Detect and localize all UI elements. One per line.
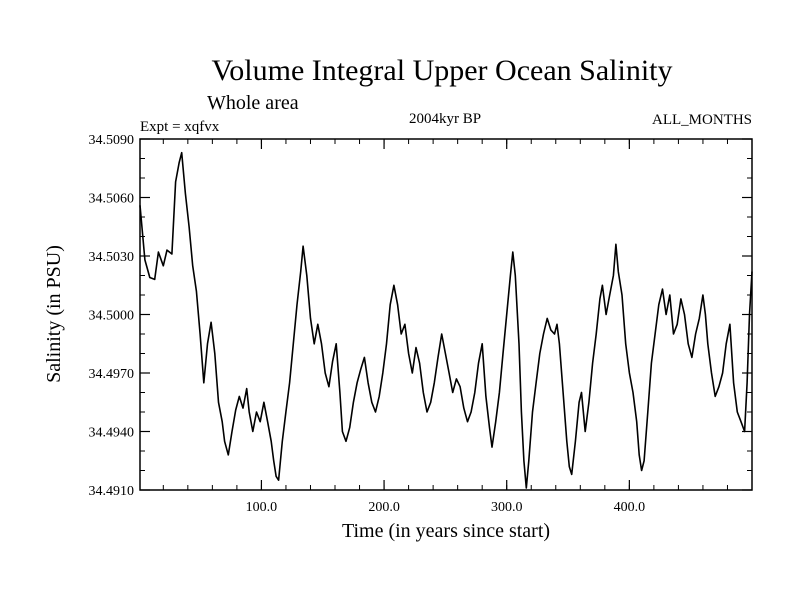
y-tick-label: 34.5090 <box>89 133 135 148</box>
months-label: ALL_MONTHS <box>652 112 752 128</box>
experiment-label: Expt = xqfvx <box>140 119 220 135</box>
x-tick-label: 400.0 <box>614 500 646 515</box>
x-tick-label: 100.0 <box>246 500 278 515</box>
x-tick-label: 200.0 <box>368 500 400 515</box>
y-tick-label: 34.4910 <box>89 484 135 499</box>
y-axis-label: Salinity (in PSU) <box>43 245 65 383</box>
x-tick-label: 300.0 <box>491 500 523 515</box>
y-tick-label: 34.5030 <box>89 250 135 265</box>
y-tick-label: 34.5000 <box>89 309 135 324</box>
y-tick-label: 34.4940 <box>89 426 135 441</box>
period-label: 2004kyr BP <box>409 111 481 127</box>
x-axis-label: Time (in years since start) <box>342 520 550 542</box>
salinity-series-line <box>139 151 753 489</box>
chart-subtitle: Whole area <box>207 92 299 114</box>
y-axis: 34.4910 34.4940 34.4970 34.5000 34.5030 34.50… <box>89 133 752 499</box>
x-axis: 100.0 200.0 300.0 400.0 <box>162 139 728 515</box>
chart-title: Volume Integral Upper Ocean Salinity <box>212 54 673 87</box>
y-tick-label: 34.4970 <box>89 367 135 382</box>
y-tick-label: 34.5060 <box>89 192 135 207</box>
